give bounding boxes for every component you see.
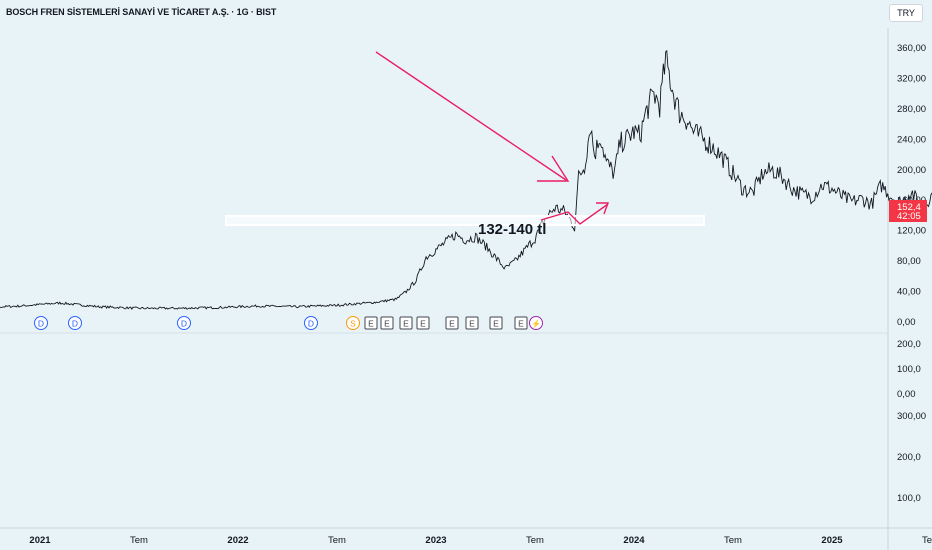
svg-text:E: E xyxy=(384,319,390,329)
time-month-label: Tem xyxy=(328,535,346,546)
last-price-bg xyxy=(889,200,927,222)
time-month-label: Tem xyxy=(724,535,742,546)
dividend-marker[interactable]: D xyxy=(68,316,82,330)
support-zone-label: 132-140 tl xyxy=(478,221,546,238)
price-axis: 360,00320,00280,00240,00200,00160,00120,… xyxy=(897,43,926,328)
time-month-label: Tem xyxy=(130,535,148,546)
price-tick-label: 80,00 xyxy=(897,256,921,267)
event-markers: D D D D S E E E E E E E E ⚡ xyxy=(34,316,543,330)
split-marker[interactable]: S xyxy=(346,316,360,330)
earnings-marker[interactable]: E xyxy=(489,316,503,330)
svg-text:E: E xyxy=(493,319,499,329)
sub-axis-tick-label: 200,0 xyxy=(897,452,921,463)
sub-axis-tick-label: 200,0 xyxy=(897,339,921,350)
dividend-marker[interactable]: D xyxy=(34,316,48,330)
last-price-label: 152,4 42:05 xyxy=(889,200,927,222)
svg-text:E: E xyxy=(469,319,475,329)
svg-text:D: D xyxy=(38,319,44,329)
price-tick-label: 360,00 xyxy=(897,43,926,54)
lightning-marker[interactable]: ⚡ xyxy=(529,316,543,330)
sub-axis-tick-label: 100,0 xyxy=(897,364,921,375)
sub-axis-tick-label: 0,00 xyxy=(897,389,916,400)
svg-text:E: E xyxy=(420,319,426,329)
price-series xyxy=(0,49,932,310)
currency-button[interactable]: TRY xyxy=(889,4,923,22)
earnings-marker[interactable]: E xyxy=(364,316,378,330)
bar-countdown: 42:05 xyxy=(897,211,921,222)
dividend-marker[interactable]: D xyxy=(304,316,318,330)
price-tick-label: 40,00 xyxy=(897,287,921,298)
time-year-label: 2024 xyxy=(623,535,645,546)
time-year-label: 2025 xyxy=(821,535,843,546)
time-month-label: Tem xyxy=(526,535,544,546)
earnings-marker[interactable]: E xyxy=(416,316,430,330)
earnings-marker[interactable]: E xyxy=(399,316,413,330)
price-tick-label: 280,00 xyxy=(897,104,926,115)
time-year-label: 2023 xyxy=(425,535,446,546)
downtrend-arrow[interactable] xyxy=(375,51,570,182)
svg-text:D: D xyxy=(308,319,314,329)
svg-text:E: E xyxy=(449,319,455,329)
price-tick-label: 240,00 xyxy=(897,134,926,145)
sub-axis-tick-label: 300,00 xyxy=(897,411,926,422)
earnings-marker[interactable]: E xyxy=(514,316,528,330)
dividend-marker[interactable]: D xyxy=(177,316,191,330)
last-price-value: 152,4 xyxy=(897,202,921,213)
time-year-label: 2021 xyxy=(29,535,51,546)
price-line xyxy=(0,49,932,310)
svg-text:D: D xyxy=(181,319,187,329)
projection-arrow[interactable] xyxy=(540,202,609,225)
sub-axis-tick-label: 100,0 xyxy=(897,493,921,504)
svg-text:⚡: ⚡ xyxy=(531,319,541,329)
price-tick-label: 200,00 xyxy=(897,165,926,176)
secondary-axes: 200,0 100,0 0,00 300,00 200,0 100,0 xyxy=(897,339,926,504)
earnings-marker[interactable]: E xyxy=(465,316,479,330)
svg-text:D: D xyxy=(72,319,78,329)
svg-text:E: E xyxy=(368,319,374,329)
earnings-marker[interactable]: E xyxy=(445,316,459,330)
svg-text:S: S xyxy=(350,319,356,329)
price-tick-label: 320,00 xyxy=(897,73,926,84)
price-tick-label: 120,00 xyxy=(897,226,926,237)
earnings-marker[interactable]: E xyxy=(380,316,394,330)
svg-text:E: E xyxy=(518,319,524,329)
time-year-label: 2022 xyxy=(227,535,248,546)
time-month-label: Tem xyxy=(922,535,932,546)
symbol-title: BOSCH FREN SİSTEMLERİ SANAYİ VE TİCARET … xyxy=(6,7,277,17)
price-tick-label: 0,00 xyxy=(897,317,916,328)
svg-text:E: E xyxy=(403,319,409,329)
support-zone-rectangle[interactable] xyxy=(225,215,705,226)
time-axis: 2021Tem2022Tem2023Tem2024Tem2025Tem2026T… xyxy=(29,535,932,546)
